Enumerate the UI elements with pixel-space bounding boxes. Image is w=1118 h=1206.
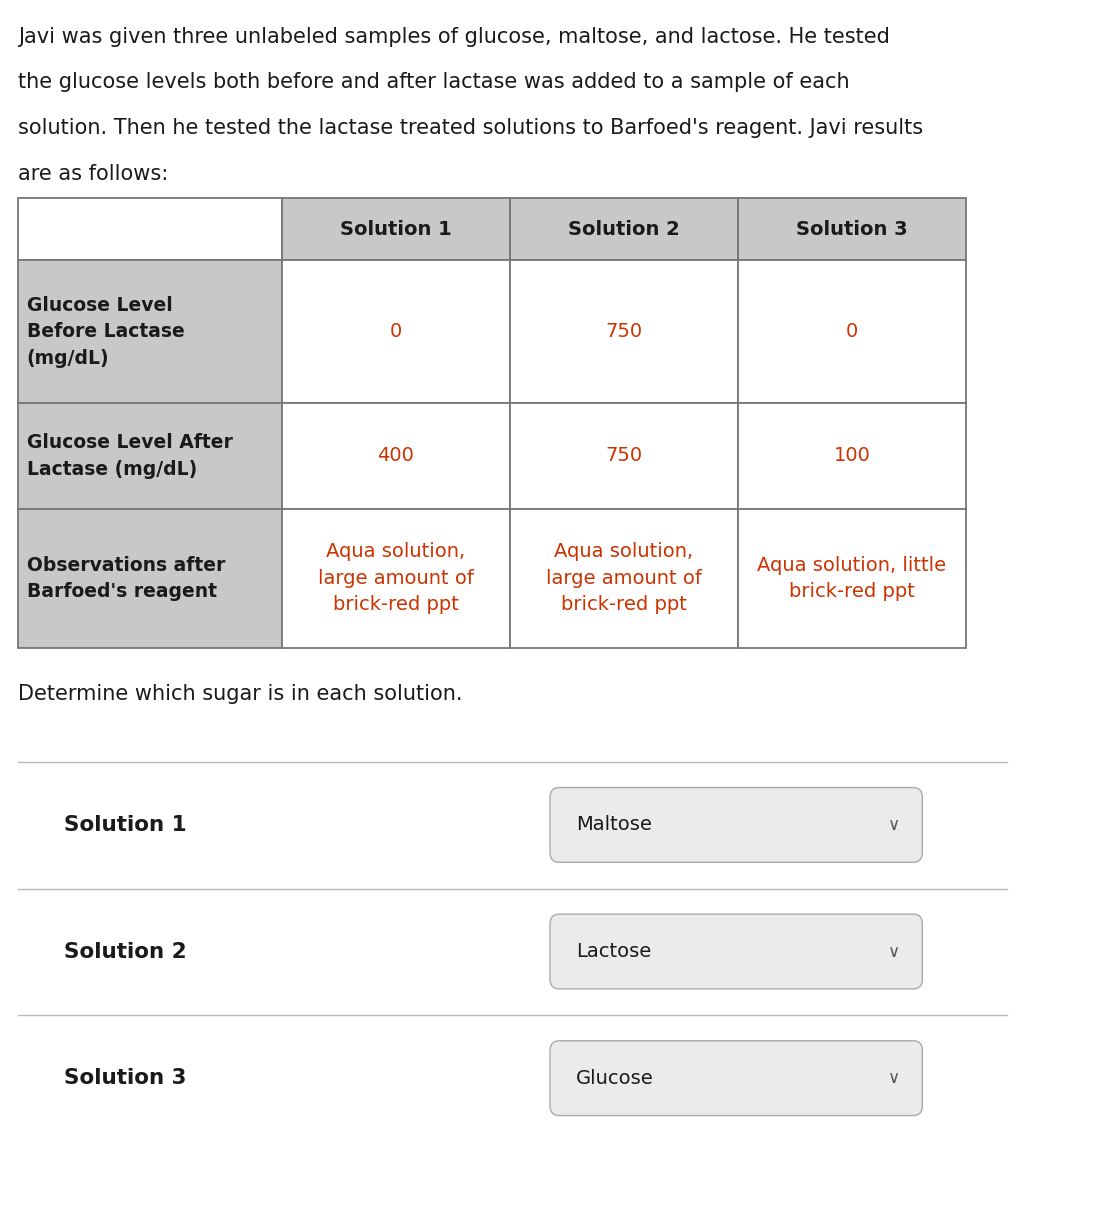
Bar <box>282 403 510 509</box>
Text: Maltose: Maltose <box>576 815 652 835</box>
Text: Glucose Level After
Lactase (mg/dL): Glucose Level After Lactase (mg/dL) <box>27 433 233 479</box>
Text: Aqua solution, little
brick-red ppt: Aqua solution, little brick-red ppt <box>757 556 947 601</box>
Bar <box>510 198 738 260</box>
Text: 100: 100 <box>834 446 870 466</box>
Text: 750: 750 <box>605 322 643 341</box>
Bar <box>18 198 282 260</box>
Bar <box>510 509 738 648</box>
Bar <box>282 509 510 648</box>
FancyBboxPatch shape <box>550 1041 922 1116</box>
Bar <box>18 403 282 509</box>
Text: Solution 2: Solution 2 <box>64 942 187 961</box>
Bar <box>282 260 510 403</box>
Text: Solution 2: Solution 2 <box>568 219 680 239</box>
Text: ∨: ∨ <box>889 1070 900 1087</box>
Text: Determine which sugar is in each solution.: Determine which sugar is in each solutio… <box>18 684 463 704</box>
Text: Lactose: Lactose <box>576 942 651 961</box>
Text: solution. Then he tested the lactase treated solutions to Barfoed's reagent. Jav: solution. Then he tested the lactase tre… <box>18 118 923 139</box>
FancyBboxPatch shape <box>550 914 922 989</box>
Text: Glucose Level
Before Lactase
(mg/dL): Glucose Level Before Lactase (mg/dL) <box>27 295 184 368</box>
Text: Javi was given three unlabeled samples of glucose, maltose, and lactose. He test: Javi was given three unlabeled samples o… <box>18 27 890 47</box>
Text: Observations after
Barfoed's reagent: Observations after Barfoed's reagent <box>27 556 225 601</box>
Bar <box>18 260 282 403</box>
Bar <box>510 260 738 403</box>
Text: Aqua solution,
large amount of
brick-red ppt: Aqua solution, large amount of brick-red… <box>546 543 702 614</box>
Bar <box>18 509 282 648</box>
Text: Solution 3: Solution 3 <box>64 1069 187 1088</box>
FancyBboxPatch shape <box>550 788 922 862</box>
Bar <box>738 260 966 403</box>
Text: 750: 750 <box>605 446 643 466</box>
Bar <box>738 509 966 648</box>
Bar <box>282 198 510 260</box>
Text: the glucose levels both before and after lactase was added to a sample of each: the glucose levels both before and after… <box>18 72 850 93</box>
Text: are as follows:: are as follows: <box>18 164 168 185</box>
Text: ∨: ∨ <box>889 816 900 833</box>
Text: Solution 1: Solution 1 <box>340 219 452 239</box>
Text: 0: 0 <box>846 322 858 341</box>
Text: 400: 400 <box>378 446 414 466</box>
Text: ∨: ∨ <box>889 943 900 960</box>
Bar <box>738 403 966 509</box>
Bar <box>738 198 966 260</box>
Text: Solution 3: Solution 3 <box>796 219 908 239</box>
Text: Glucose: Glucose <box>576 1069 654 1088</box>
Bar <box>510 403 738 509</box>
Text: Aqua solution,
large amount of
brick-red ppt: Aqua solution, large amount of brick-red… <box>318 543 474 614</box>
Text: 0: 0 <box>390 322 401 341</box>
Text: Solution 1: Solution 1 <box>64 815 187 835</box>
